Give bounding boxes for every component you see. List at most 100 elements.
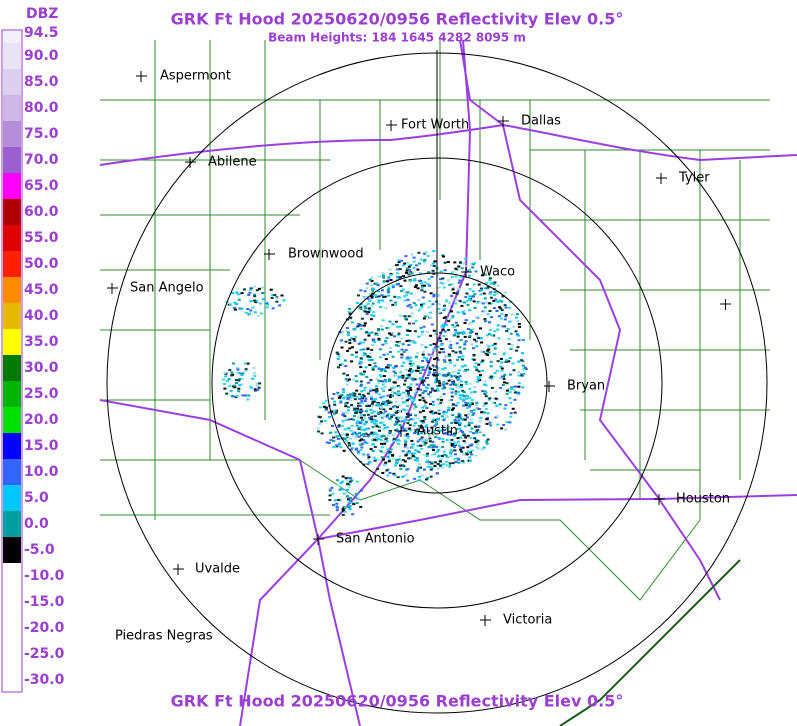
city-label: Abilene [208,155,257,170]
echo-pixel [377,393,381,396]
echo-pixel [381,458,385,461]
echo-pixel [360,446,364,449]
echo-pixel [456,378,460,381]
echo-pixel [401,450,405,453]
echo-pixel [408,362,412,365]
echo-pixel [431,400,435,403]
echo-pixel [453,443,457,446]
echo-pixel [472,409,476,412]
echo-pixel [407,265,411,268]
echo-pixel [328,494,332,497]
echo-pixel [477,363,481,366]
echo-pixel [343,437,347,440]
echo-pixel [437,379,441,382]
echo-pixel [348,480,352,483]
echo-pixel [521,339,525,341]
echo-pixel [412,398,416,401]
echo-pixel [421,420,425,423]
echo-pixel [454,458,458,461]
echo-pixel [513,391,517,394]
echo-pixel [396,385,400,387]
echo-pixel [464,414,468,417]
echo-pixel [461,389,465,392]
echo-pixel [336,479,340,482]
echo-pixel [437,372,441,375]
echo-pixel [441,254,445,257]
echo-pixel [383,386,387,388]
echo-pixel [397,443,401,446]
echo-pixel [442,325,446,328]
echo-pixel [233,384,237,387]
echo-pixel [474,425,478,428]
echo-pixel [371,400,375,403]
echo-pixel [474,439,478,442]
echo-pixel [398,341,402,344]
echo-pixel [368,461,372,464]
echo-pixel [447,399,451,402]
echo-pixel [489,296,493,299]
echo-pixel [406,298,410,301]
echo-pixel [366,355,370,358]
echo-pixel [412,424,416,427]
echo-pixel [428,391,432,394]
echo-pixel [357,323,361,325]
echo-pixel [405,427,409,430]
echo-pixel [511,407,515,410]
echo-pixel [443,417,446,420]
echo-pixel [374,391,378,394]
echo-pixel [374,397,378,400]
echo-pixel [355,301,359,304]
legend-label: 55.0 [24,230,59,246]
echo-pixel [360,400,364,403]
echo-pixel [513,398,517,401]
echo-pixel [505,421,509,423]
echo-pixel [390,414,394,417]
echo-pixel [442,393,446,395]
echo-pixel [341,437,345,440]
echo-pixel [401,376,405,379]
echo-pixel [443,453,447,456]
echo-pixel [469,391,473,394]
echo-pixel [391,303,395,306]
echo-pixel [457,444,461,447]
echo-pixel [465,394,469,397]
echo-pixel [475,401,479,404]
echo-pixel [523,366,527,369]
legend-label: 40.0 [24,308,59,324]
echo-pixel [317,430,321,433]
echo-pixel [381,299,384,302]
echo-pixel [425,424,429,427]
echo-pixel [365,427,369,430]
legend-swatch [3,173,21,199]
echo-pixel [387,460,391,463]
echo-pixel [358,421,362,424]
echo-pixel [413,456,417,459]
city-cross [185,157,196,168]
echo-pixel [408,451,412,454]
echo-pixel [341,421,345,424]
echo-pixel [235,382,238,384]
echo-pixel [504,314,508,316]
echo-pixel [426,254,430,257]
echo-pixel [505,392,509,395]
echo-pixel [488,321,492,324]
echo-pixel [336,358,340,360]
echo-pixel [485,282,489,284]
legend-label: 10.0 [24,464,59,480]
echo-pixel [436,384,440,387]
echo-pixel [350,404,354,407]
echo-pixel [476,279,480,282]
echo-pixel [258,302,262,305]
echo-pixel [353,394,356,397]
echo-pixel [432,342,436,345]
echo-pixel [371,310,375,313]
echo-pixel [440,398,444,401]
echo-pixel [496,398,500,401]
echo-pixel [374,296,378,298]
echo-pixel [402,350,406,353]
echo-pixel [477,425,481,428]
echo-pixel [456,291,460,294]
echo-pixel [451,283,454,286]
echo-pixel [359,380,363,383]
